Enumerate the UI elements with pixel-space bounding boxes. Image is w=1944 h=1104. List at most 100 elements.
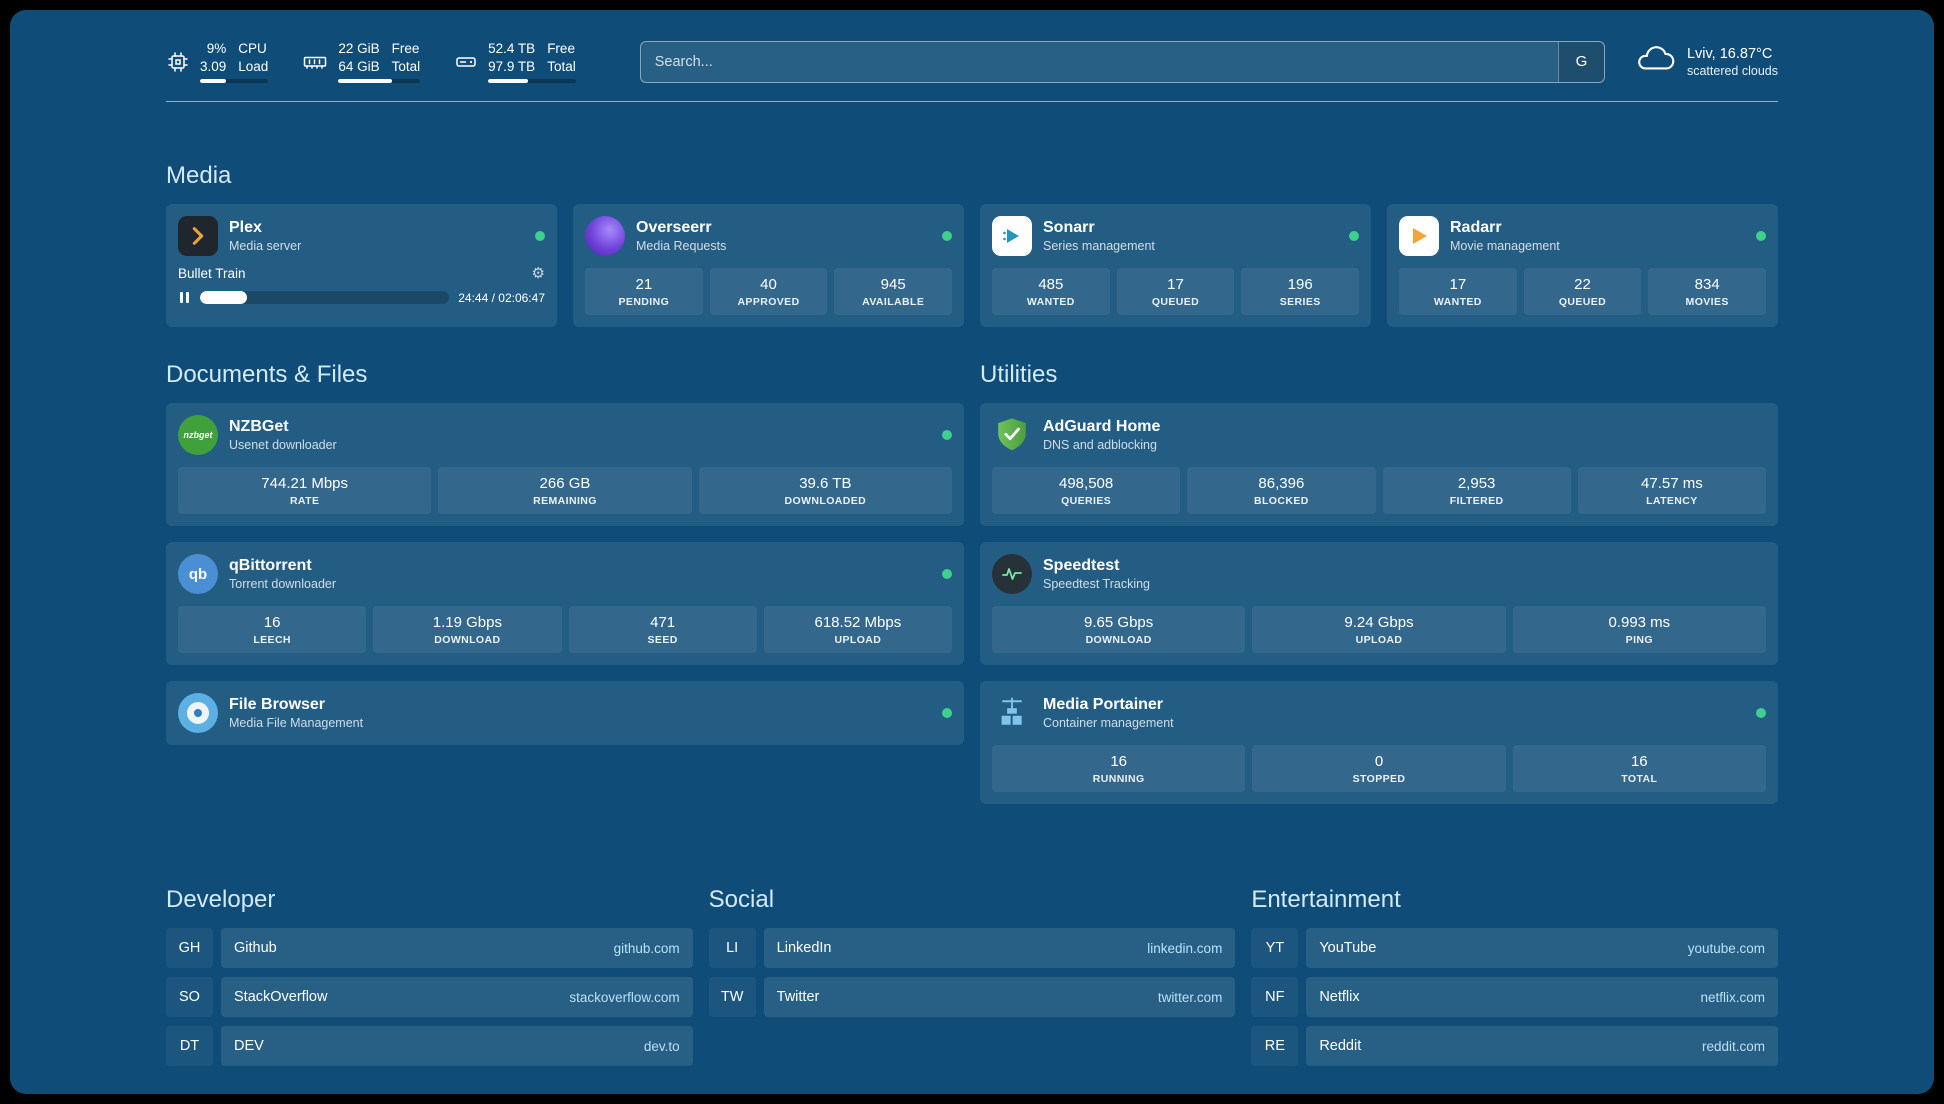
- bookmark-link-linkedin[interactable]: LinkedIn linkedin.com: [763, 928, 1236, 969]
- stat-value: 1.19 Gbps: [432, 614, 502, 632]
- disk-free-label: Free: [547, 41, 575, 56]
- qbittorrent-stats: 16 LEECH 1.19 Gbps DOWNLOAD 471 SEED 618…: [178, 606, 952, 654]
- bookmark-link-netflix[interactable]: Netflix netflix.com: [1306, 977, 1778, 1018]
- portainer-status-dot: [1756, 708, 1766, 719]
- radarr-stats: 17 WANTED 22 QUEUED 834 MOVIES: [1399, 268, 1767, 316]
- nzbget-service-link[interactable]: nzbget NZBGet Usenet downloader: [178, 415, 952, 456]
- bookmark-link-stackoverflow[interactable]: StackOverflow stackoverflow.com: [221, 977, 693, 1018]
- portainer-service-link[interactable]: Media Portainer Container management: [992, 693, 1766, 733]
- overseerr-service-link[interactable]: Overseerr Media Requests: [585, 216, 952, 257]
- disk-progress-track: [488, 79, 576, 84]
- adguard-name: AdGuard Home: [1043, 418, 1161, 436]
- nzbget-subtitle: Usenet downloader: [229, 438, 337, 453]
- bookmark-group-social: Social LI LinkedIn linkedin.com TW Twitt…: [708, 886, 1236, 1075]
- search-engine-button[interactable]: G: [1557, 41, 1604, 82]
- cpu-progress-track: [200, 79, 269, 84]
- bookmark-domain: stackoverflow.com: [569, 989, 680, 1005]
- stat-upload: 618.52 Mbps UPLOAD: [763, 606, 952, 654]
- adguard-service-link[interactable]: AdGuard Home DNS and adblocking: [992, 415, 1766, 455]
- bookmark-row-netflix: NF Netflix netflix.com: [1251, 977, 1778, 1018]
- search-input[interactable]: [640, 41, 1558, 82]
- adguard-subtitle: DNS and adblocking: [1043, 438, 1157, 453]
- qbittorrent-service-link[interactable]: qb qBittorrent Torrent downloader: [178, 554, 952, 595]
- stat-value: 22: [1574, 276, 1591, 294]
- bookmark-link-youtube[interactable]: YouTube youtube.com: [1306, 928, 1778, 969]
- section-title-developer: Developer: [166, 886, 276, 914]
- playback-progress-track[interactable]: [200, 291, 450, 305]
- gear-icon[interactable]: ⚙: [531, 265, 545, 283]
- disk-free-value: 52.4 TB: [488, 41, 536, 56]
- bookmark-link-dev[interactable]: DEV dev.to: [221, 1026, 693, 1067]
- plex-now-playing-row: Bullet Train ⚙: [178, 266, 545, 281]
- stat-rate: 744.21 Mbps RATE: [178, 467, 432, 515]
- stat-value: 39.6 TB: [799, 475, 852, 493]
- ram-progress-fill: [338, 79, 393, 84]
- topbar-divider: [166, 101, 1778, 103]
- bookmark-abbr: RE: [1251, 1026, 1299, 1067]
- pause-button[interactable]: [178, 290, 191, 305]
- cpu-load-label: Load: [238, 58, 269, 74]
- cpu-progress-fill: [200, 79, 226, 84]
- middle-columns: Documents & Files nzbget NZBGet Usenet d…: [166, 361, 1778, 820]
- stat-label: DOWNLOAD: [434, 634, 501, 647]
- bookmark-link-github[interactable]: Github github.com: [221, 928, 693, 969]
- bookmarks-section: Developer GH Github github.com SO StackO…: [166, 886, 1778, 1094]
- speedtest-stats: 9.65 Gbps DOWNLOAD 9.24 Gbps UPLOAD 0.99…: [992, 606, 1766, 654]
- plex-icon: [178, 216, 218, 257]
- sonarr-service-link[interactable]: Sonarr Series management: [992, 216, 1359, 257]
- stat-label: WANTED: [1433, 296, 1482, 309]
- stat-upload: 9.24 Gbps UPLOAD: [1252, 606, 1506, 654]
- stat-remaining: 266 GB REMAINING: [438, 467, 692, 515]
- stat-value: 2,953: [1457, 475, 1496, 493]
- bookmark-domain: netflix.com: [1700, 989, 1765, 1005]
- disk-progress-fill: [488, 79, 529, 84]
- stat-value: 17: [1449, 276, 1467, 294]
- disk-total-value: 97.9 TB: [488, 58, 536, 74]
- nzbget-card: nzbget NZBGet Usenet downloader 744.21 M…: [166, 403, 964, 527]
- section-title-social: Social: [708, 886, 775, 914]
- qbittorrent-name: qBittorrent: [229, 557, 312, 575]
- stat-label: PENDING: [618, 296, 670, 309]
- stat-blocked: 86,396 BLOCKED: [1187, 467, 1376, 515]
- stat-value: 16: [263, 614, 281, 632]
- weather-widget[interactable]: Lviv, 16.87°C scattered clouds: [1635, 44, 1778, 79]
- stat-label: PING: [1625, 634, 1653, 647]
- bookmark-link-reddit[interactable]: Reddit reddit.com: [1306, 1026, 1778, 1067]
- speedtest-name: Speedtest: [1043, 557, 1120, 575]
- stat-value: 9.24 Gbps: [1344, 614, 1414, 632]
- stat-value: 21: [635, 276, 653, 294]
- stat-value: 834: [1694, 276, 1720, 294]
- filebrowser-service-link[interactable]: File Browser Media File Management: [178, 693, 952, 734]
- radarr-subtitle: Movie management: [1450, 239, 1560, 254]
- bookmark-group-entertainment: Entertainment YT YouTube youtube.com NF …: [1251, 886, 1778, 1075]
- filebrowser-card: File Browser Media File Management: [166, 681, 964, 746]
- bookmark-row-reddit: RE Reddit reddit.com: [1251, 1026, 1778, 1067]
- portainer-icon: [992, 693, 1032, 733]
- stat-label: BLOCKED: [1254, 495, 1309, 508]
- qbittorrent-status-dot: [942, 569, 952, 580]
- bookmark-abbr: GH: [166, 928, 213, 969]
- stat-value: 945: [880, 276, 906, 294]
- filebrowser-status-dot: [942, 708, 952, 719]
- bookmark-domain: linkedin.com: [1147, 940, 1223, 956]
- radarr-service-link[interactable]: Radarr Movie management: [1399, 216, 1766, 257]
- disk-icon: [454, 50, 478, 74]
- bookmark-name: Github: [234, 940, 277, 957]
- ram-free-value: 22 GiB: [338, 41, 380, 56]
- stat-label: SEED: [647, 634, 678, 647]
- bookmark-link-twitter[interactable]: Twitter twitter.com: [763, 977, 1236, 1018]
- bookmark-abbr: NF: [1251, 977, 1299, 1018]
- stat-label: RATE: [289, 495, 320, 508]
- bookmark-abbr: DT: [166, 1026, 213, 1067]
- plex-service-link[interactable]: Plex Media server: [178, 216, 545, 257]
- speedtest-card: Speedtest Speedtest Tracking 9.65 Gbps D…: [980, 542, 1778, 666]
- qbittorrent-icon-text: qb: [188, 565, 208, 583]
- speedtest-icon: [992, 554, 1032, 595]
- portainer-card: Media Portainer Container management 16 …: [980, 681, 1778, 805]
- stat-label: LEECH: [253, 634, 291, 647]
- stat-available: 945 AVAILABLE: [834, 268, 953, 316]
- speedtest-service-link[interactable]: Speedtest Speedtest Tracking: [992, 554, 1766, 595]
- ram-progress-track: [338, 79, 421, 84]
- stat-label: SERIES: [1279, 296, 1321, 309]
- stat-filtered: 2,953 FILTERED: [1382, 467, 1571, 515]
